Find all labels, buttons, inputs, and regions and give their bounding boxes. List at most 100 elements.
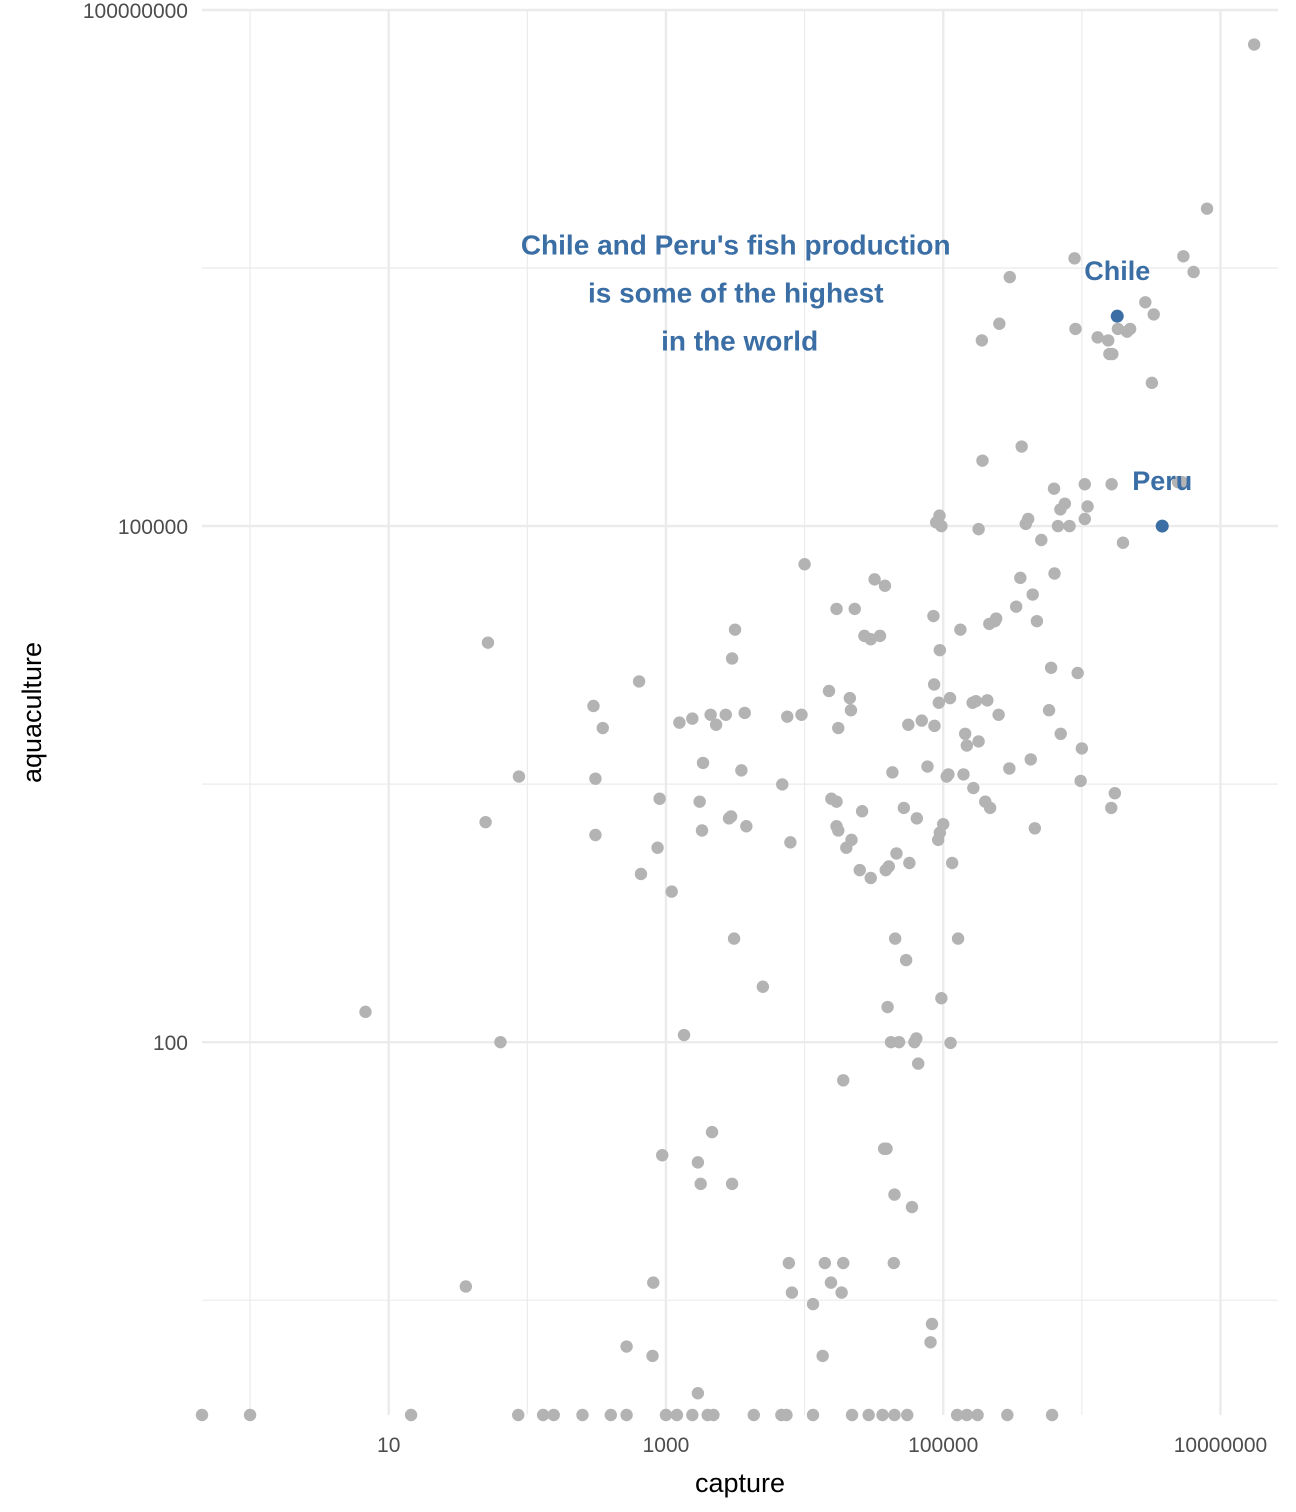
data-point <box>756 980 770 993</box>
data-point <box>795 708 808 721</box>
y-tick-label: 100 <box>153 1032 188 1055</box>
data-point <box>937 817 950 831</box>
data-point <box>910 812 924 825</box>
data-point <box>632 675 646 688</box>
data-point <box>942 768 955 781</box>
data-point <box>816 1349 829 1363</box>
y-axis-title: aquaculture <box>17 642 47 783</box>
data-point <box>1030 614 1044 628</box>
x-axis-ticks: 10 1000 100000 10000000 <box>377 1434 1267 1457</box>
data-point <box>862 1408 875 1422</box>
data-point <box>1047 482 1061 495</box>
data-point <box>992 708 1005 721</box>
data-point <box>1035 533 1048 547</box>
data-point <box>845 833 858 847</box>
data-point <box>835 1286 848 1299</box>
data-point <box>589 772 602 785</box>
data-point <box>927 609 940 623</box>
data-point <box>873 629 887 643</box>
data-point <box>620 1340 633 1353</box>
data-point <box>707 1408 720 1422</box>
data-point <box>725 652 739 665</box>
data-point <box>1139 296 1152 309</box>
annotation-text: Chile and Peru's fish production is some… <box>521 229 959 356</box>
data-point <box>882 860 895 873</box>
highlight-point <box>1155 519 1169 533</box>
data-point <box>888 932 902 945</box>
data-point <box>983 801 997 815</box>
data-point <box>653 792 666 805</box>
data-point <box>728 623 742 636</box>
data-point <box>1176 475 1189 489</box>
data-point <box>901 1408 914 1422</box>
data-point <box>886 766 899 779</box>
data-point <box>740 820 753 833</box>
data-point <box>1068 252 1081 265</box>
data-point <box>691 1387 705 1400</box>
highlight-point <box>1110 309 1124 323</box>
x-axis-title: capture <box>695 1468 785 1498</box>
data-point <box>1078 512 1091 526</box>
data-point <box>725 1177 739 1191</box>
data-point <box>780 1408 793 1422</box>
data-point <box>1200 202 1214 215</box>
data-point <box>830 795 843 808</box>
data-point <box>976 454 989 467</box>
data-point <box>677 1028 691 1042</box>
data-point <box>596 721 609 735</box>
data-point <box>705 1125 719 1139</box>
data-point <box>933 643 947 657</box>
data-point <box>935 519 948 533</box>
data-point <box>837 1074 850 1087</box>
data-point <box>686 1408 699 1422</box>
data-point <box>855 805 869 818</box>
data-point <box>1042 704 1056 717</box>
annotation-line: Chile and Peru's fish production <box>521 229 951 260</box>
data-point <box>1024 753 1037 766</box>
data-point <box>243 1408 257 1422</box>
data-point <box>604 1408 617 1422</box>
data-point <box>864 871 877 885</box>
data-point <box>659 1408 673 1422</box>
data-point <box>1108 786 1122 800</box>
data-point <box>903 856 916 870</box>
data-point <box>1145 376 1159 390</box>
data-point <box>845 1408 859 1422</box>
data-point <box>1177 250 1190 263</box>
annotation-line: in the world <box>661 325 818 356</box>
data-point <box>1147 308 1160 321</box>
data-point <box>878 579 892 592</box>
data-point <box>1116 536 1130 549</box>
data-point <box>1054 727 1067 741</box>
data-point <box>665 885 678 898</box>
data-point <box>1105 478 1118 491</box>
data-point <box>993 317 1006 330</box>
data-point <box>1069 322 1082 336</box>
data-point <box>404 1408 418 1422</box>
data-point <box>1075 742 1089 755</box>
data-point <box>832 824 845 837</box>
data-point <box>1063 519 1076 533</box>
data-point <box>1123 322 1137 336</box>
highlight-label: Peru <box>1132 466 1192 496</box>
x-tick-label: 1000 <box>643 1434 690 1457</box>
data-point <box>954 623 967 636</box>
data-point <box>1071 666 1084 680</box>
data-point <box>1078 478 1091 491</box>
data-points <box>195 38 1261 1422</box>
data-point <box>1247 38 1261 51</box>
data-point <box>1102 334 1115 347</box>
data-point <box>1048 567 1061 580</box>
data-point <box>925 1317 939 1331</box>
data-point <box>1003 762 1016 775</box>
data-point <box>1009 600 1023 613</box>
data-point <box>1051 519 1065 533</box>
data-point <box>479 815 492 829</box>
data-point <box>686 712 699 725</box>
highlight-label: Chile <box>1084 256 1150 286</box>
data-point <box>1187 265 1200 279</box>
data-point <box>890 847 903 860</box>
data-point <box>747 1408 760 1422</box>
data-point <box>512 1408 525 1422</box>
